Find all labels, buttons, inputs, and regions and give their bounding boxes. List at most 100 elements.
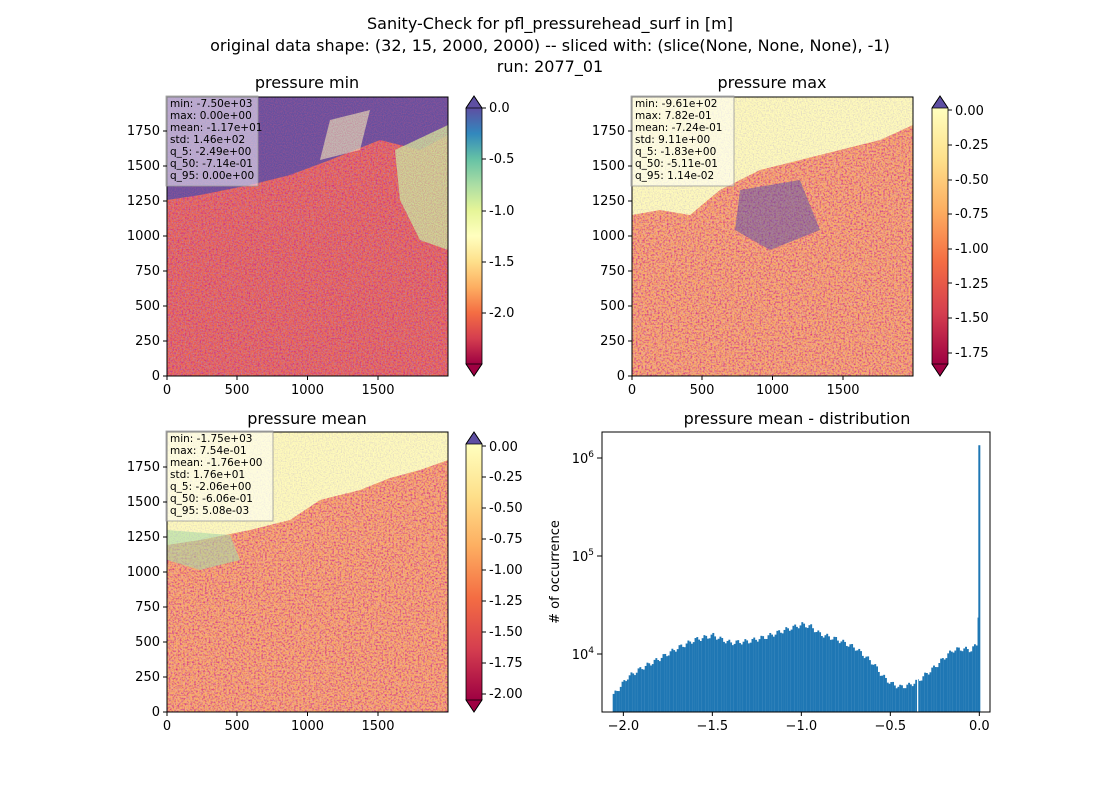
stat-line: q_50: -7.14e-01 (170, 158, 253, 170)
histogram-bar (794, 624, 797, 712)
histogram-bar (666, 656, 668, 712)
histogram-bar (860, 651, 862, 712)
histogram-bar (879, 675, 882, 712)
histogram-bar (733, 643, 736, 712)
y-axis-label: # of occurrence (548, 520, 563, 624)
histogram-bar (744, 639, 747, 712)
histogram-bar (813, 632, 816, 712)
histogram-bar (717, 638, 720, 712)
histogram-bar (637, 668, 640, 712)
histogram-bar (771, 634, 773, 712)
histogram-bar (893, 685, 896, 712)
histogram-bar (767, 635, 770, 712)
y-tick-label: 1000 (127, 229, 160, 244)
histogram-bar (943, 659, 946, 712)
histogram-bar (836, 640, 839, 712)
x-axis: 0 500 1000 1500 (628, 376, 860, 398)
histogram-bar (845, 645, 848, 712)
x-axis: 0 500 1000 1500 (163, 712, 395, 734)
histogram-bar (646, 662, 649, 712)
histogram-bar (730, 642, 733, 712)
histogram-bar (978, 445, 981, 712)
histogram-bar (714, 636, 717, 712)
histogram-bar (763, 638, 766, 712)
colorbar-tick-label: 0.0 (489, 101, 510, 116)
histogram-bar (851, 644, 854, 712)
x-tick-label: 500 (690, 383, 715, 398)
colorbar-extend-top (931, 95, 949, 109)
histogram-bar (783, 629, 786, 712)
histogram-bar (787, 628, 789, 712)
histogram-bar (747, 643, 750, 712)
histogram-bar (803, 623, 806, 712)
colorbar-tick-label: -1.75 (489, 656, 523, 671)
histogram-bar (874, 664, 877, 712)
histogram-bar (639, 667, 642, 712)
histogram-bar (835, 637, 838, 712)
colorbar-tick-label: -0.25 (955, 138, 989, 153)
histogram-bar (804, 627, 807, 712)
histogram-bar (797, 628, 800, 712)
x-tick-label: 1500 (361, 383, 394, 398)
histogram-bar (751, 638, 754, 712)
stat-line: max: 7.82e-01 (635, 110, 712, 122)
stat-line: std: 9.11e+00 (635, 134, 710, 146)
colorbar-tick-label: 0.00 (489, 440, 518, 455)
histogram-bar (699, 641, 702, 712)
histogram-bar (680, 644, 683, 712)
y-tick-label: 750 (135, 264, 160, 279)
histogram-bar (941, 658, 944, 712)
histogram-bar (810, 624, 813, 712)
colorbar-tick-label: -1.50 (955, 311, 989, 326)
histogram-bar (692, 642, 695, 712)
histogram-bar (712, 632, 715, 712)
y-tick-label: 0 (617, 369, 625, 384)
histogram-bar (854, 650, 857, 712)
histogram-bar (831, 639, 834, 712)
histogram-bar (721, 638, 724, 712)
histogram-bar (618, 691, 620, 712)
colorbar-tick-label: -1.5 (489, 255, 514, 270)
histogram-bar (626, 679, 629, 712)
histogram-bar (842, 639, 845, 712)
histogram-gap (917, 678, 919, 712)
colorbar-tick-label: 0.00 (955, 104, 984, 119)
panel-title: pressure min (255, 73, 359, 92)
histogram-bar (742, 641, 745, 712)
stat-line: q_95: 5.08e-03 (170, 505, 249, 517)
histogram-bar (801, 622, 804, 712)
y-axis: 104 105 106 (572, 450, 602, 663)
histogram-bar (760, 635, 763, 712)
stat-line: q_5: -1.83e+00 (635, 146, 716, 158)
y-tick-label: 1000 (127, 565, 160, 580)
histogram-bar (614, 690, 617, 712)
stat-line: min: -9.61e+02 (635, 98, 717, 110)
histogram-bar (820, 636, 823, 712)
histogram-bar (950, 651, 953, 712)
y-tick-label: 106 (572, 450, 595, 467)
histogram-bar (833, 636, 836, 712)
histogram-bar (715, 639, 718, 712)
y-tick-label: 500 (135, 635, 160, 650)
histogram-bar (776, 630, 779, 712)
histogram-bar (884, 677, 887, 712)
y-tick-label: 1000 (592, 229, 625, 244)
y-tick-label: 1750 (127, 124, 160, 139)
histogram-bar (755, 639, 757, 712)
histogram-bar (756, 641, 759, 712)
histogram-bar (758, 639, 761, 712)
x-tick-label: −2.0 (608, 719, 640, 734)
histogram-bar (815, 632, 818, 712)
histogram-bar (671, 648, 674, 712)
histogram-bar (861, 655, 864, 712)
histogram-bar (920, 680, 923, 712)
colorbar-tick-label: -2.00 (489, 687, 523, 702)
y-tick-label: 500 (600, 299, 625, 314)
stats-box: min: -1.75e+03 max: 7.54e-01 mean: -1.76… (165, 430, 274, 522)
histogram-bar (792, 625, 795, 712)
histogram-bar (940, 658, 943, 712)
histogram-bar (933, 665, 935, 712)
x-tick-label: −1.5 (697, 719, 729, 734)
histogram-bar (952, 652, 955, 712)
y-tick-label: 1500 (127, 495, 160, 510)
